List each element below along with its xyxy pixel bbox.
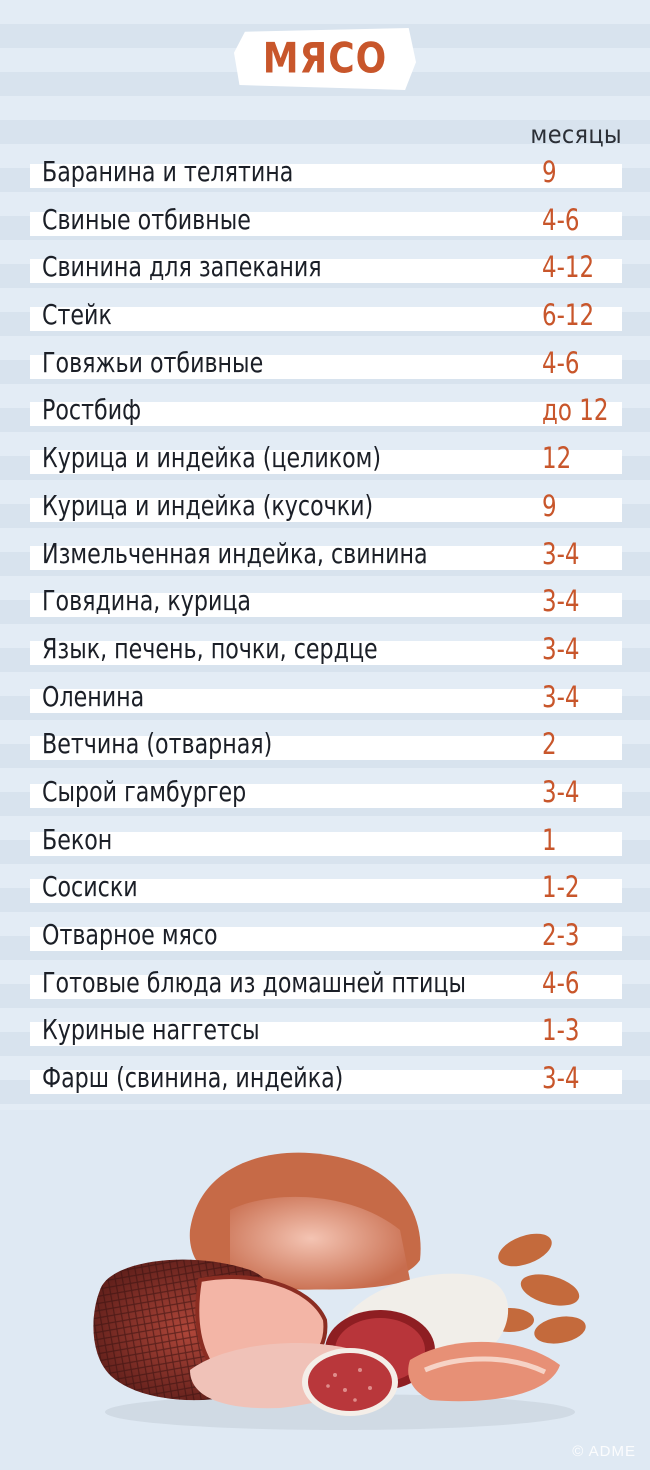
table-row: Язык, печень, почки, сердце 3-4 xyxy=(30,632,622,666)
row-name: Сосиски xyxy=(42,870,138,904)
row-name: Бекон xyxy=(42,822,113,856)
storage-table: Баранина и телятина 9 Свиные отбивные 4-6 … xyxy=(30,155,622,1118)
row-months: 3-4 xyxy=(542,1061,580,1096)
row-months: 2 xyxy=(542,727,557,762)
row-months: 3-4 xyxy=(542,679,580,714)
row-name: Фарш (свинина, индейка) xyxy=(42,1061,344,1095)
row-name: Отварное мясо xyxy=(42,918,218,951)
row-name: Куриные наггетсы xyxy=(42,1013,260,1047)
row-months: 6-12 xyxy=(542,298,595,333)
table-row: Сырой гамбургер 3-4 xyxy=(30,775,622,809)
meat-assortment-illustration xyxy=(93,1152,586,1430)
table-row: Курица и индейка (целиком) 12 xyxy=(30,441,622,475)
row-name: Свинина для запекания xyxy=(42,250,322,284)
row-months: 4-12 xyxy=(542,250,595,285)
row-months: 12 xyxy=(542,441,572,476)
table-row: Свинина для запекания 4-12 xyxy=(30,250,622,284)
table-row: Бекон 1 xyxy=(30,823,622,857)
row-name: Ветчина (отварная) xyxy=(42,727,273,761)
table-row: Оленина 3-4 xyxy=(30,680,622,714)
row-name: Говядина, курица xyxy=(42,584,252,618)
row-months: 2-3 xyxy=(542,918,580,952)
table-row: Измельченная индейка, свинина 3-4 xyxy=(30,537,622,571)
table-row: Отварное мясо 2-3 xyxy=(30,918,622,952)
title-banner-shape xyxy=(234,28,416,90)
table-row: Сосиски 1-2 xyxy=(30,870,622,904)
row-name: Баранина и телятина xyxy=(42,155,294,188)
row-name: Ростбиф xyxy=(42,393,142,427)
watermark: © ADME xyxy=(572,1443,636,1460)
table-row: Курица и индейка (кусочки) 9 xyxy=(30,489,622,523)
table-row: Свиные отбивные 4-6 xyxy=(30,203,622,237)
row-months: 3-4 xyxy=(542,774,580,809)
row-months: 1 xyxy=(542,822,557,857)
table-row: Ростбиф до 12 xyxy=(30,393,622,427)
row-months: до 12 xyxy=(542,393,609,428)
page-title: МЯСО xyxy=(262,34,388,84)
column-header-months: месяцы xyxy=(530,120,622,149)
row-months: 4-6 xyxy=(542,202,580,237)
table-row: Стейк 6-12 xyxy=(30,298,622,332)
row-months: 1-2 xyxy=(542,870,580,905)
row-months: 3-4 xyxy=(542,631,580,666)
row-name: Говяжьи отбивные xyxy=(42,345,264,379)
row-months: 3-4 xyxy=(542,536,580,571)
row-name: Готовые блюда из домашней птицы xyxy=(42,965,466,999)
table-row: Баранина и телятина 9 xyxy=(30,155,622,189)
row-months: 1-3 xyxy=(542,1013,580,1048)
table-row: Куриные наггетсы 1-3 xyxy=(30,1013,622,1047)
row-name: Свиные отбивные xyxy=(42,202,251,236)
row-name: Стейк xyxy=(42,298,112,332)
table-row: Готовые блюда из домашней птицы 4-6 xyxy=(30,966,622,1000)
row-name: Сырой гамбургер xyxy=(42,774,247,808)
row-months: 4-6 xyxy=(542,965,580,1000)
row-name: Курица и индейка (целиком) xyxy=(42,441,382,475)
row-months: 4-6 xyxy=(542,345,580,380)
table-row: Ветчина (отварная) 2 xyxy=(30,727,622,761)
table-row: Говяжьи отбивные 4-6 xyxy=(30,346,622,380)
table-row: Говядина, курица 3-4 xyxy=(30,584,622,618)
row-name: Оленина xyxy=(42,679,145,713)
row-name: Измельченная индейка, свинина xyxy=(42,536,428,570)
title-banner: МЯСО xyxy=(234,28,416,90)
row-months: 9 xyxy=(542,488,557,523)
table-row: Фарш (свинина, индейка) 3-4 xyxy=(30,1061,622,1095)
row-name: Курица и индейка (кусочки) xyxy=(42,488,374,522)
row-months: 3-4 xyxy=(542,584,580,619)
row-name: Язык, печень, почки, сердце xyxy=(42,631,378,665)
row-months: 9 xyxy=(542,155,557,189)
